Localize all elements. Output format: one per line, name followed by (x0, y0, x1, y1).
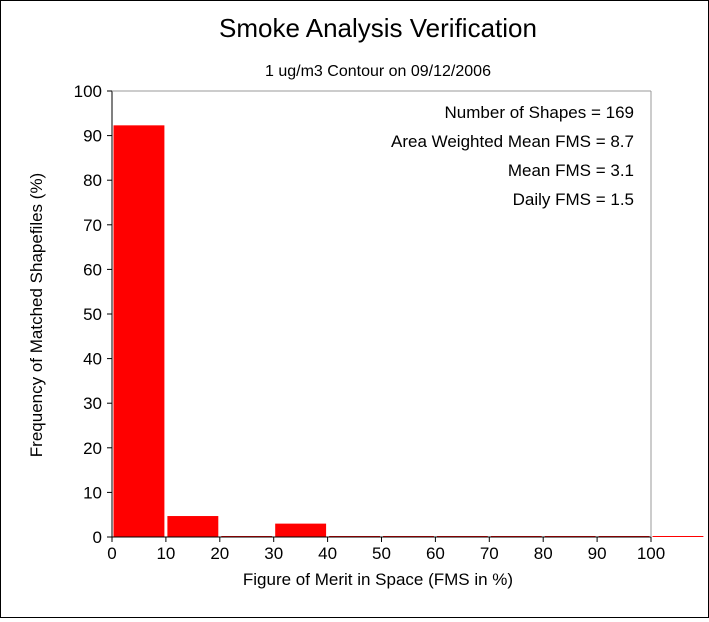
x-axis-label: Figure of Merit in Space (FMS in %) (243, 570, 513, 589)
x-tick-label: 90 (588, 544, 607, 563)
y-axis-label: Frequency of Matched Shapefiles (%) (27, 173, 46, 457)
annotation-number-of-shapes: Number of Shapes = 169 (445, 103, 634, 122)
y-tick-label: 40 (83, 350, 102, 369)
x-tick-label: 0 (107, 544, 116, 563)
y-tick-label: 30 (83, 394, 102, 413)
x-tick-label: 20 (210, 544, 229, 563)
annotation-daily-fms: Daily FMS = 1.5 (513, 190, 634, 209)
y-tick-label: 80 (83, 171, 102, 190)
x-tick-label: 100 (637, 544, 665, 563)
y-tick-label: 60 (83, 260, 102, 279)
y-tick-label: 0 (93, 528, 102, 547)
y-tick-label: 50 (83, 305, 102, 324)
annotation-area-weighted-mean-fms: Area Weighted Mean FMS = 8.7 (391, 132, 634, 151)
x-tick-label: 40 (318, 544, 337, 563)
y-tick-label: 90 (83, 127, 102, 146)
y-tick-label: 20 (83, 439, 102, 458)
x-tick-label: 70 (480, 544, 499, 563)
bars-group (113, 125, 704, 537)
chart-title: Smoke Analysis Verification (219, 13, 537, 43)
bar-bin-3 (275, 523, 327, 537)
ticks-group: 0 10 20 30 40 50 60 70 80 90 100 0 10 20 30 40 50 60 70 80 9… (74, 82, 666, 563)
bar-bin-0 (113, 125, 165, 537)
y-tick-label: 10 (83, 483, 102, 502)
y-tick-label: 100 (74, 82, 102, 101)
bar-bin-1 (167, 516, 219, 537)
x-tick-label: 60 (426, 544, 445, 563)
x-tick-label: 10 (156, 544, 175, 563)
x-tick-label: 80 (534, 544, 553, 563)
annotation-mean-fms: Mean FMS = 3.1 (508, 161, 634, 180)
x-tick-label: 30 (264, 544, 283, 563)
chart-subtitle: 1 ug/m3 Contour on 09/12/2006 (265, 63, 491, 80)
axes-group (111, 90, 652, 538)
y-tick-label: 70 (83, 216, 102, 235)
x-tick-label: 50 (372, 544, 391, 563)
bar-bin-10 (652, 536, 704, 537)
